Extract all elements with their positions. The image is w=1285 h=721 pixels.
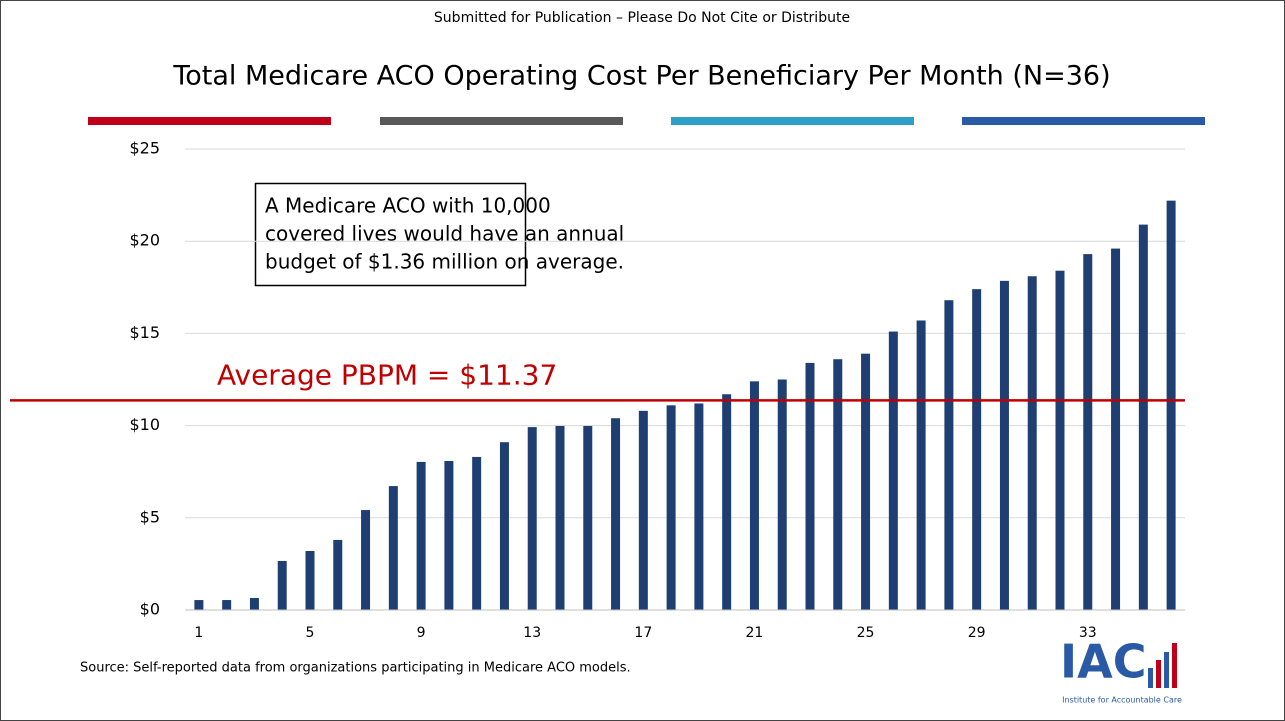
bar: [277, 560, 287, 610]
y-tick-label: $5: [140, 507, 160, 526]
bar: [1083, 254, 1093, 610]
bar: [249, 598, 259, 610]
bar: [361, 510, 371, 610]
bar: [694, 403, 704, 610]
x-tick-label: 29: [968, 625, 986, 641]
bar: [1027, 276, 1037, 610]
bar: [999, 280, 1009, 610]
bar: [1111, 248, 1121, 611]
x-tick-label: 17: [634, 625, 652, 641]
bar: [888, 331, 898, 610]
bar: [583, 425, 593, 610]
bar: [499, 442, 509, 610]
x-tick-label: 25: [857, 625, 875, 641]
annotation-line: budget of $1.36 million on average.: [265, 250, 624, 274]
y-tick-label: $15: [129, 323, 160, 342]
accent-bar: [962, 117, 1205, 125]
y-tick-label: $10: [129, 415, 160, 434]
source: Source: Self-reported data from organiza…: [80, 661, 631, 676]
bar: [666, 405, 676, 610]
chart-title: Total Medicare ACO Operating Cost Per Be…: [172, 61, 1110, 92]
x-tick-label: 1: [194, 625, 203, 641]
x-tick-label: 21: [746, 625, 764, 641]
bar: [194, 600, 204, 610]
x-tick-label: 13: [523, 625, 541, 641]
bar: [944, 300, 954, 610]
bar: [805, 362, 815, 610]
logo-icon: [1156, 660, 1161, 688]
bar: [1055, 270, 1065, 610]
bar: [833, 359, 843, 610]
bar: [972, 289, 982, 610]
bar: [1166, 200, 1176, 610]
logo-name: IAC: [1060, 635, 1146, 689]
annotation-line: A Medicare ACO with 10,000: [265, 194, 551, 218]
y-tick-label: $0: [140, 600, 160, 619]
logo: IAC Institute for Accountable Care: [1060, 635, 1182, 705]
bar: [611, 418, 621, 610]
average-label: Average PBPM = $11.37: [217, 358, 557, 391]
bar: [555, 425, 565, 610]
accent-bar: [380, 117, 623, 125]
bar: [1138, 224, 1148, 610]
y-tick-label: $25: [129, 139, 160, 158]
logo-subtitle: Institute for Accountable Care: [1062, 696, 1182, 705]
bar: [416, 461, 426, 610]
bar: [527, 427, 537, 610]
logo-icon: [1172, 643, 1177, 688]
x-tick-label: 33: [1079, 625, 1097, 641]
bar: [777, 379, 787, 610]
bar: [638, 410, 648, 610]
accent-bar: [671, 117, 914, 125]
x-tick-label: 9: [417, 625, 426, 641]
bar: [333, 539, 343, 610]
annotation-line: covered lives would have an annual: [265, 222, 624, 246]
bar: [444, 461, 454, 610]
bar: [722, 394, 732, 610]
header: Submitted for Publication – Please Do No…: [434, 10, 850, 26]
accent-bar: [88, 117, 331, 125]
annotation-box: [254, 182, 527, 287]
x-tick-label: 5: [306, 625, 315, 641]
bar: [222, 600, 232, 610]
y-tick-label: $20: [129, 231, 160, 250]
bar: [388, 486, 398, 610]
logo-icon: [1148, 668, 1153, 688]
bar: [861, 353, 871, 610]
bar: [472, 456, 482, 610]
bar: [305, 550, 315, 610]
bar: [749, 381, 759, 610]
bar: [916, 320, 926, 610]
logo-icon: [1164, 652, 1169, 688]
